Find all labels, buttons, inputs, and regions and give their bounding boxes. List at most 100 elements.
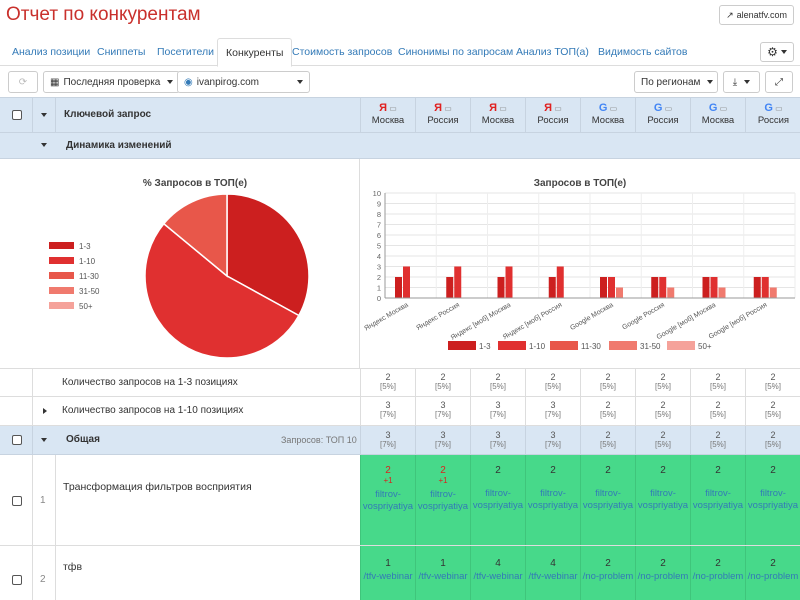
y-tick-label: 7 bbox=[377, 221, 381, 230]
position-cell[interactable]: 2 filtrov-vospriyatiya bbox=[470, 455, 525, 545]
toolbar: ⟳ ▦ Последняя проверка ◉ ivanpirog.com П… bbox=[0, 68, 800, 98]
site-link-button[interactable]: ↗ alenatfv.com bbox=[719, 5, 794, 25]
ranking-url-link[interactable]: filtrov-vospriyatiya bbox=[692, 488, 744, 511]
group-checkbox[interactable] bbox=[12, 435, 22, 445]
tab-position-analysis[interactable]: Анализ позиции bbox=[12, 46, 91, 58]
position-cell[interactable]: 2/no-problem bbox=[635, 546, 690, 600]
position-cell[interactable]: 1/tfv-webinar bbox=[360, 546, 415, 600]
ranking-url-link[interactable]: /no-problem bbox=[692, 571, 744, 582]
tab-synonyms[interactable]: Синонимы по запросам bbox=[398, 46, 514, 58]
position-cell[interactable]: 4/tfv-webinar bbox=[525, 546, 580, 600]
position-cell[interactable]: 4/tfv-webinar bbox=[470, 546, 525, 600]
group-cell: 3 [7%] bbox=[360, 426, 415, 454]
position-value: 4 bbox=[550, 558, 556, 569]
bar-chart: Запросов в ТОП(е) 01 23 45 67 89 10 Яндекс Моск… bbox=[363, 178, 796, 351]
position-cell[interactable]: 2 filtrov-vospriyatiya bbox=[635, 455, 690, 545]
position-delta: +1 bbox=[438, 476, 448, 485]
row-number: 2 bbox=[40, 574, 46, 585]
position-value: 2 bbox=[495, 465, 501, 476]
collapse-dynamics-icon[interactable] bbox=[41, 143, 47, 147]
stat-percent: [5%] bbox=[599, 410, 616, 419]
stat-percent: [5%] bbox=[599, 382, 616, 391]
collapse-group-icon[interactable] bbox=[41, 438, 47, 442]
legend-swatch bbox=[49, 302, 74, 309]
stat-cell: 2 [5%] bbox=[415, 369, 470, 396]
refresh-button[interactable]: ⟳ bbox=[8, 71, 38, 93]
tab-visitors[interactable]: Посетители bbox=[157, 46, 214, 58]
ranking-url-link[interactable]: filtrov-vospriyatiya bbox=[747, 488, 799, 511]
chevron-down-icon bbox=[297, 80, 303, 84]
monitor-icon: ▭ bbox=[497, 104, 507, 113]
ranking-url-link[interactable]: /no-problem bbox=[582, 571, 634, 582]
position-value: 4 bbox=[495, 558, 501, 569]
position-cell[interactable]: 2 +1 filtrov-vospriyatiya bbox=[360, 455, 415, 545]
refresh-icon: ⟳ bbox=[18, 76, 28, 88]
ranking-url-link[interactable]: filtrov-vospriyatiya bbox=[362, 489, 414, 512]
table-header: Ключевой запрос Я ▭ Москва Я ▭ Россия Я ▭ Мос… bbox=[0, 97, 800, 134]
group-row[interactable]: Общая Запросов: ТОП 10 3 [7%] 3 [7%] 3 [7%] 3[… bbox=[0, 426, 800, 455]
ranking-url-link[interactable]: /no-problem bbox=[637, 571, 689, 582]
ranking-url-link[interactable]: /tfv-webinar bbox=[473, 571, 523, 582]
group-value: 2 bbox=[605, 430, 611, 440]
position-cell[interactable]: 2 filtrov-vospriyatiya bbox=[580, 455, 635, 545]
row-checkbox[interactable] bbox=[12, 496, 22, 506]
last-check-dropdown[interactable]: ▦ Последняя проверка bbox=[43, 71, 181, 93]
bar bbox=[710, 277, 718, 298]
stat-cell: 3 [7%] bbox=[525, 397, 580, 425]
domain-select[interactable]: ◉ ivanpirog.com bbox=[177, 71, 310, 93]
ranking-url-link[interactable]: /tfv-webinar bbox=[418, 571, 468, 582]
stat-percent: [7%] bbox=[489, 410, 506, 419]
by-regions-dropdown[interactable]: По регионам bbox=[634, 71, 718, 93]
collapse-all-icon[interactable] bbox=[41, 113, 47, 117]
ranking-url-link[interactable]: filtrov-vospriyatiya bbox=[527, 488, 579, 511]
ranking-url-link[interactable]: filtrov-vospriyatiya bbox=[472, 488, 524, 511]
x-tick-label: Google Россия bbox=[621, 302, 666, 332]
tab-top-analysis[interactable]: Анализ ТОП(а) bbox=[516, 46, 589, 58]
position-cell[interactable]: 2 filtrov-vospriyatiya bbox=[745, 455, 800, 545]
fullscreen-button[interactable]: ⤢ bbox=[765, 71, 793, 93]
stat-percent: [5%] bbox=[709, 382, 726, 391]
stat-cell: 3 [7%] bbox=[360, 397, 415, 425]
ranking-url-link[interactable]: filtrov-vospriyatiya bbox=[582, 488, 634, 511]
stat-row-top10[interactable]: Количество запросов на 1-10 позициях 3 [7… bbox=[0, 397, 800, 426]
tab-site-visibility[interactable]: Видимость сайтов bbox=[598, 46, 688, 58]
ranking-url-link[interactable]: /no-problem bbox=[747, 571, 799, 582]
table-row[interactable]: 1 Трансформация фильтров восприятия 2 +1 f… bbox=[0, 455, 800, 546]
settings-button[interactable]: ⚙ bbox=[760, 42, 794, 62]
google-icon: G ▭ bbox=[764, 102, 783, 114]
ranking-url-link[interactable]: /tfv-webinar bbox=[528, 571, 578, 582]
ranking-url-link[interactable]: /tfv-webinar bbox=[363, 571, 413, 582]
dynamics-row[interactable]: Динамика изменений bbox=[0, 133, 800, 159]
stat-cell: 3 [7%] bbox=[415, 397, 470, 425]
bar bbox=[446, 277, 454, 298]
table-row[interactable]: 2 тфв 1/tfv-webinar 1/tfv-webinar 4/tfv-we… bbox=[0, 546, 800, 600]
tab-competitors[interactable]: Конкуренты bbox=[217, 38, 293, 67]
position-cell[interactable]: 2/no-problem bbox=[745, 546, 800, 600]
bar bbox=[651, 277, 659, 298]
select-all-checkbox[interactable] bbox=[12, 110, 22, 120]
position-value: 2 bbox=[605, 465, 611, 476]
position-value: 1 bbox=[440, 558, 446, 569]
expand-row-icon[interactable] bbox=[43, 408, 47, 414]
position-cell[interactable]: 2 filtrov-vospriyatiya bbox=[525, 455, 580, 545]
region-name: Москва bbox=[371, 115, 405, 126]
position-cell[interactable]: 2 filtrov-vospriyatiya bbox=[690, 455, 745, 545]
position-cell[interactable]: 2/no-problem bbox=[580, 546, 635, 600]
chevron-down-icon bbox=[167, 80, 174, 84]
x-tick-label: Google Москва bbox=[569, 302, 615, 332]
export-button[interactable]: ⤓ bbox=[723, 71, 760, 93]
y-tick-label: 0 bbox=[377, 294, 381, 303]
tab-query-cost[interactable]: Стоимость запросов bbox=[292, 46, 393, 58]
ranking-url-link[interactable]: filtrov-vospriyatiya bbox=[417, 489, 469, 512]
stat-cell: 2 [5%] bbox=[690, 369, 745, 396]
tab-snippets[interactable]: Сниппеты bbox=[97, 46, 146, 58]
x-tick-label: Яндекс Москва bbox=[363, 302, 409, 333]
globe-icon: ◉ bbox=[184, 76, 193, 88]
position-cell[interactable]: 2 +1 filtrov-vospriyatiya bbox=[415, 455, 470, 545]
row-checkbox[interactable] bbox=[12, 575, 22, 585]
position-cell[interactable]: 2/no-problem bbox=[690, 546, 745, 600]
position-cell[interactable]: 1/tfv-webinar bbox=[415, 546, 470, 600]
chevron-down-icon bbox=[744, 80, 751, 84]
ranking-url-link[interactable]: filtrov-vospriyatiya bbox=[637, 488, 689, 511]
stat-percent: [5%] bbox=[654, 410, 671, 419]
